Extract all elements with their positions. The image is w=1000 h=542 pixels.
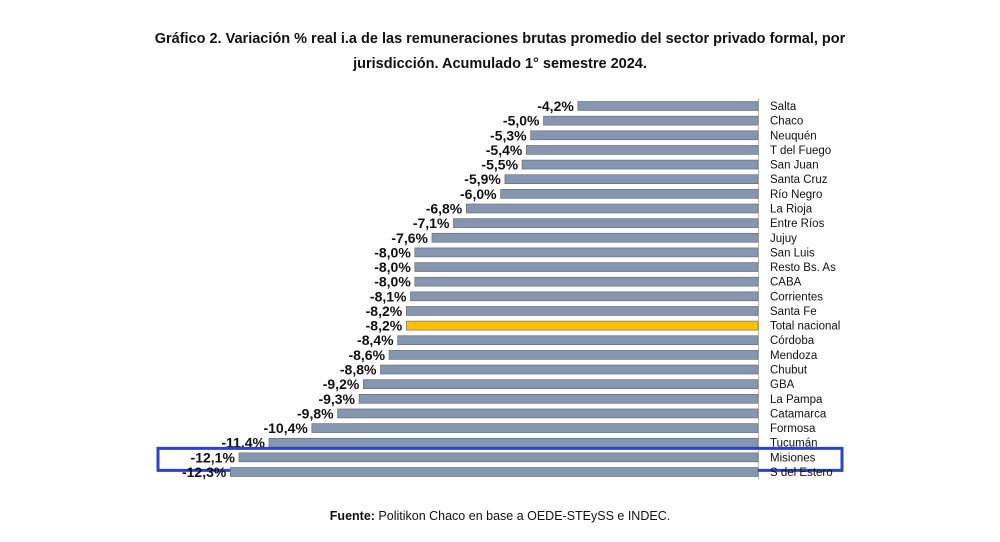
- data-label: -8,8%: [340, 362, 377, 378]
- data-label: -12,1%: [191, 449, 236, 465]
- bar-6: [500, 189, 759, 199]
- data-label: -8,2%: [366, 303, 403, 319]
- bar-0: [577, 101, 759, 111]
- bar-4: [521, 159, 759, 170]
- data-label: -9,2%: [323, 376, 360, 392]
- bar-24: [238, 452, 759, 463]
- bar-9: [431, 232, 759, 243]
- category-label: Mendoza: [770, 350, 818, 362]
- data-label: -8,0%: [374, 274, 411, 290]
- data-label: -4,2%: [537, 98, 574, 114]
- category-label: Chaco: [770, 116, 803, 128]
- source-note: Fuente: Politikon Chaco en base a OEDE-S…: [0, 509, 1000, 523]
- bar-7: [465, 203, 759, 214]
- category-label: S del Estero: [770, 467, 833, 479]
- source-label: Fuente:: [329, 509, 375, 523]
- category-label: CABA: [770, 277, 802, 289]
- source-text: Politikon Chaco en base a OEDE-STEySS e …: [374, 509, 671, 523]
- bar-13: [410, 291, 759, 302]
- bar-23: [268, 437, 759, 448]
- bar-1: [543, 115, 759, 126]
- data-label: -7,1%: [413, 215, 450, 231]
- category-label: Neuquén: [770, 130, 817, 142]
- data-label: -8,0%: [374, 259, 411, 275]
- bar-2: [530, 130, 759, 141]
- category-label: Tucumán: [770, 438, 818, 450]
- bar-14: [405, 306, 759, 316]
- chart-title-line2: jurisdicción. Acumulado 1° semestre 2024…: [353, 56, 647, 72]
- category-label: Entre Ríos: [770, 218, 825, 230]
- category-label: Santa Fe: [770, 306, 817, 318]
- bar-15: [405, 320, 759, 331]
- category-label: Formosa: [770, 423, 816, 435]
- bar-8: [453, 218, 759, 228]
- category-label: San Luis: [770, 247, 815, 259]
- data-label: -5,0%: [503, 113, 540, 129]
- category-label: Misiones: [770, 452, 816, 464]
- category-label: Río Negro: [770, 189, 822, 201]
- category-label: Corrientes: [770, 291, 823, 303]
- data-label: -9,3%: [318, 391, 355, 407]
- category-label: GBA: [770, 379, 795, 391]
- category-label: T del Fuego: [770, 145, 831, 157]
- category-label: Chubut: [770, 365, 808, 377]
- bar-12: [414, 276, 759, 287]
- data-label: -6,8%: [426, 200, 463, 216]
- data-label: -8,1%: [370, 288, 407, 304]
- data-label: -8,4%: [357, 332, 394, 348]
- bar-10: [414, 247, 759, 258]
- data-label: -5,4%: [486, 142, 523, 158]
- bar-17: [388, 350, 759, 360]
- bar-11: [414, 262, 759, 272]
- data-label: -5,9%: [464, 171, 501, 187]
- category-label: Resto Bs. As: [770, 262, 836, 274]
- data-label: -9,8%: [297, 405, 334, 421]
- chart-title-line1: Gráfico 2. Variación % real i.a de las r…: [154, 31, 846, 47]
- data-label: -7,6%: [391, 230, 428, 246]
- category-label: San Juan: [770, 160, 819, 172]
- category-label: Salta: [770, 101, 797, 113]
- category-label: Jujuy: [770, 233, 797, 245]
- bar-18: [380, 364, 759, 375]
- data-label: -8,2%: [366, 318, 403, 334]
- data-label: -5,5%: [481, 157, 518, 173]
- bar-5: [504, 174, 759, 184]
- category-label: Total nacional: [770, 321, 840, 333]
- bar-20: [358, 393, 759, 404]
- data-label: -8,6%: [348, 347, 385, 363]
- data-label: -6,0%: [460, 186, 497, 202]
- bar-21: [337, 408, 759, 419]
- data-label: -5,3%: [490, 127, 527, 143]
- data-label: -12,3%: [182, 464, 227, 480]
- bar-16: [397, 335, 759, 346]
- data-label: -8,0%: [374, 244, 411, 260]
- category-label: La Rioja: [770, 203, 813, 215]
- bar-3: [526, 145, 759, 155]
- category-label: Catamarca: [770, 408, 827, 420]
- data-label: -11,4%: [221, 435, 265, 451]
- bar-19: [363, 379, 759, 389]
- category-label: Santa Cruz: [770, 174, 828, 186]
- bar-22: [311, 423, 759, 433]
- data-label: -10,4%: [263, 420, 308, 436]
- category-label: La Pampa: [770, 394, 823, 406]
- bar-25: [230, 467, 759, 477]
- category-label: Córdoba: [770, 335, 815, 347]
